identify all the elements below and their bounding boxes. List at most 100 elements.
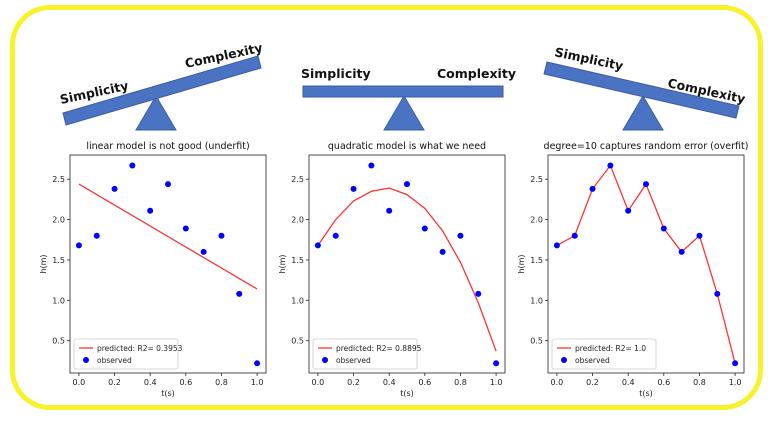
legend-observed-swatch bbox=[83, 357, 89, 363]
x-tick-label: 0.8 bbox=[215, 378, 228, 387]
legend-observed-swatch bbox=[561, 357, 567, 363]
observed-point bbox=[589, 185, 596, 192]
x-tick-label: 0.6 bbox=[657, 378, 670, 387]
observed-point bbox=[314, 242, 321, 249]
seesaw-underfit: Simplicity Complexity bbox=[59, 40, 264, 131]
seesaw-beam bbox=[543, 61, 740, 119]
legend-predicted-label: predicted: R2= 1.0 bbox=[575, 344, 646, 353]
x-tick-label: 0.8 bbox=[454, 378, 467, 387]
observed-point bbox=[493, 360, 500, 367]
plot-area-frame bbox=[547, 154, 745, 374]
observed-point bbox=[182, 225, 189, 232]
y-tick-label: 0.5 bbox=[52, 337, 65, 346]
seesaw-pivot bbox=[383, 95, 425, 131]
legend-predicted-label: predicted: R2= 0.8895 bbox=[336, 344, 422, 353]
legend-box bbox=[551, 338, 657, 370]
x-axis-label: t(s) bbox=[400, 389, 414, 398]
observed-point bbox=[553, 242, 560, 249]
plot-area-frame bbox=[308, 154, 506, 374]
y-tick-label: 1.0 bbox=[291, 296, 304, 305]
observed-point bbox=[218, 232, 225, 239]
seesaw-right-label: Complexity bbox=[437, 66, 516, 81]
observed-point bbox=[696, 232, 703, 239]
chart-panel-2: quadratic model is what we need 0.0 0.2 0.4… bbox=[278, 141, 506, 398]
x-tick-label: 1.0 bbox=[729, 378, 742, 387]
seesaw-left-label: Simplicity bbox=[301, 66, 371, 81]
observed-point bbox=[200, 248, 207, 255]
observed-point bbox=[660, 225, 667, 232]
observed-point bbox=[165, 181, 171, 188]
observed-point bbox=[714, 290, 721, 297]
observed-point bbox=[421, 225, 428, 232]
y-tick-label: 2.5 bbox=[291, 175, 304, 184]
legend-box bbox=[73, 338, 179, 370]
observed-point bbox=[129, 162, 136, 169]
y-tick-label: 1.5 bbox=[52, 256, 65, 265]
chart-title: linear model is not good (underfit) bbox=[86, 141, 249, 152]
seesaw-beam bbox=[62, 55, 262, 126]
y-tick-label: 1.0 bbox=[52, 296, 65, 305]
x-tick-label: 0.2 bbox=[108, 378, 121, 387]
observed-point bbox=[457, 232, 464, 239]
y-tick-label: 2.0 bbox=[530, 216, 543, 225]
x-tick-label: 0.4 bbox=[622, 378, 635, 387]
yellow-rounded-frame bbox=[10, 5, 763, 410]
y-tick-label: 1.0 bbox=[530, 296, 543, 305]
seesaw-pivot bbox=[622, 95, 664, 131]
y-tick-label: 2.0 bbox=[291, 216, 304, 225]
observed-point bbox=[75, 242, 82, 249]
y-tick-label: 0.5 bbox=[291, 337, 304, 346]
observed-point bbox=[571, 232, 578, 239]
x-tick-label: 1.0 bbox=[490, 378, 503, 387]
x-tick-label: 0.4 bbox=[383, 378, 396, 387]
x-tick-label: 0.0 bbox=[73, 378, 86, 387]
y-tick-label: 2.5 bbox=[530, 175, 543, 184]
observed-point bbox=[732, 360, 739, 367]
observed-point bbox=[332, 232, 339, 239]
y-tick-label: 1.5 bbox=[291, 256, 304, 265]
observed-point bbox=[111, 185, 118, 192]
observed-point bbox=[678, 248, 685, 255]
chart-title: degree=10 captures random error (overfit… bbox=[544, 141, 749, 152]
y-tick-label: 2.5 bbox=[52, 175, 65, 184]
chart-panel-1: linear model is not good (underfit) 0.0 0.… bbox=[39, 141, 267, 398]
legend-predicted-label: predicted: R2= 0.3953 bbox=[97, 344, 183, 353]
observed-point bbox=[625, 207, 632, 214]
x-axis-label: t(s) bbox=[639, 389, 653, 398]
x-tick-label: 1.0 bbox=[251, 378, 264, 387]
y-tick-label: 1.5 bbox=[530, 256, 543, 265]
seesaw-beam bbox=[302, 85, 504, 98]
charts-group: linear model is not good (underfit) 0.0 0.… bbox=[39, 141, 748, 398]
legend-observed-swatch bbox=[322, 357, 328, 363]
x-tick-label: 0.6 bbox=[179, 378, 192, 387]
observed-point bbox=[368, 162, 375, 169]
observed-point bbox=[404, 181, 410, 188]
x-tick-label: 0.2 bbox=[586, 378, 599, 387]
predicted-line bbox=[556, 164, 736, 364]
plot-area-frame bbox=[69, 154, 267, 374]
observed-point bbox=[607, 162, 614, 169]
legend-observed-label: observed bbox=[97, 356, 132, 365]
observed-point bbox=[254, 360, 261, 367]
predicted-line bbox=[317, 187, 497, 352]
seesaw-overfit: Simplicity Complexity bbox=[543, 44, 747, 131]
x-tick-label: 0.0 bbox=[312, 378, 325, 387]
legend-observed-label: observed bbox=[336, 356, 371, 365]
y-tick-label: 2.0 bbox=[52, 216, 65, 225]
x-axis-label: t(s) bbox=[161, 389, 175, 398]
x-tick-label: 0.2 bbox=[347, 378, 360, 387]
seesaw-goodfit: Simplicity Complexity bbox=[301, 66, 516, 131]
predicted-line bbox=[78, 183, 258, 290]
x-tick-label: 0.8 bbox=[693, 378, 706, 387]
observed-point bbox=[386, 207, 393, 214]
observed-point bbox=[350, 185, 357, 192]
observed-point bbox=[643, 181, 649, 188]
observed-point bbox=[147, 207, 154, 214]
seesaw-pivot bbox=[135, 95, 177, 131]
chart-panel-3: degree=10 captures random error (overfit… bbox=[517, 141, 748, 398]
legend-box bbox=[312, 338, 418, 370]
x-tick-label: 0.4 bbox=[144, 378, 157, 387]
y-tick-label: 0.5 bbox=[530, 337, 543, 346]
y-axis-label: h(m) bbox=[278, 254, 287, 273]
